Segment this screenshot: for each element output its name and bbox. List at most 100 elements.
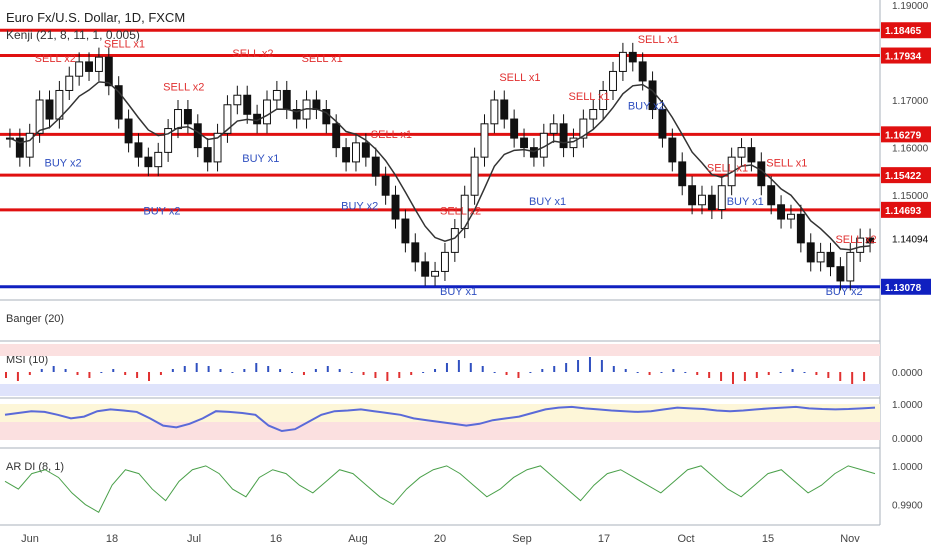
candle-body xyxy=(510,118,519,139)
panel-label: Banger (20) xyxy=(6,313,64,325)
sell-annotation: SELL x1 xyxy=(707,162,748,174)
msi-bar xyxy=(839,372,842,381)
msi-bar xyxy=(255,363,258,372)
kenji-line xyxy=(9,81,871,251)
candle-body xyxy=(332,123,341,149)
buy-annotation: BUY x2 xyxy=(341,201,378,213)
candle-body xyxy=(94,56,103,72)
msi-lower-band xyxy=(0,384,880,396)
ardi-axis-label-top: 1.0000 xyxy=(892,462,923,473)
candle-body xyxy=(272,89,281,101)
candle-body xyxy=(342,147,351,163)
msi-bar xyxy=(624,369,627,372)
candle-body xyxy=(638,61,647,82)
candle-body xyxy=(767,185,776,206)
msi-bar xyxy=(410,372,413,375)
tdi-axis-label-bottom: 0.0000 xyxy=(892,434,923,445)
msi-bar xyxy=(553,366,556,372)
candle-body xyxy=(25,132,34,158)
candle-body xyxy=(164,128,173,153)
sell-annotation: SELL x2 xyxy=(835,234,876,246)
x-tick-label: Nov xyxy=(840,533,860,545)
candle-body xyxy=(579,118,588,139)
msi-bar xyxy=(755,372,758,378)
candle-body xyxy=(658,109,667,139)
msi-bar xyxy=(851,372,854,384)
msi-bar xyxy=(219,369,222,372)
msi-bar xyxy=(863,372,866,381)
sell-annotation: SELL x1 xyxy=(302,53,343,65)
msi-bar xyxy=(28,372,31,375)
sell-annotation: SELL x1 xyxy=(104,39,145,51)
msi-bar xyxy=(40,369,43,372)
buy-annotation: BUY x2 xyxy=(143,205,180,217)
candle-body xyxy=(352,142,360,163)
candle-body xyxy=(213,132,222,163)
tdi-axis-label-top: 1.0000 xyxy=(892,400,923,411)
x-tick-label: 20 xyxy=(434,533,446,545)
x-tick-label: 15 xyxy=(762,533,774,545)
x-tick-label: Oct xyxy=(677,533,694,545)
sell-annotation: SELL x1 xyxy=(569,91,610,103)
price-level-label: 1.15422 xyxy=(885,171,922,182)
indicator-label: Kenji (21, 8, 11, 1, 0.005) xyxy=(6,28,140,42)
candle-body xyxy=(263,99,271,125)
candle-body xyxy=(569,137,578,149)
candle-body xyxy=(460,194,469,230)
msi-bar xyxy=(600,360,603,372)
sell-annotation: SELL x2 xyxy=(35,53,76,65)
candle-body xyxy=(144,156,153,168)
y-tick-label: 1.17000 xyxy=(892,96,929,107)
buy-annotation: BUY x2 xyxy=(628,101,665,113)
msi-bar xyxy=(565,363,568,372)
msi-bar xyxy=(588,357,591,372)
msi-bar xyxy=(648,372,651,375)
candle-body xyxy=(65,75,74,91)
candle-body xyxy=(154,151,163,168)
msi-bar xyxy=(148,372,151,381)
candle-body xyxy=(599,89,608,111)
msi-bar xyxy=(457,360,460,372)
candle-body xyxy=(787,213,795,220)
price-level-badge xyxy=(881,126,931,143)
msi-bar xyxy=(731,372,734,384)
candle-body xyxy=(124,118,133,144)
y-tick-label: 1.19000 xyxy=(892,1,929,12)
candle-body xyxy=(371,156,380,177)
candle-body xyxy=(292,109,301,120)
candle-body xyxy=(796,213,805,244)
candle-body xyxy=(866,237,875,244)
msi-bar xyxy=(529,372,532,373)
sell-annotation: SELL x1 xyxy=(638,34,679,46)
candle-body xyxy=(114,85,123,120)
msi-bar xyxy=(386,372,389,381)
candle-body xyxy=(421,261,430,277)
candle-body xyxy=(707,194,716,211)
msi-bar xyxy=(231,372,234,373)
candle-body xyxy=(243,94,252,115)
sell-annotation: SELL x2 xyxy=(232,48,273,60)
candle-body xyxy=(628,51,637,63)
tdi-line xyxy=(4,405,876,433)
msi-upper-band xyxy=(0,344,880,356)
ardi-line xyxy=(4,465,876,513)
msi-bar xyxy=(803,372,806,373)
x-tick-label: Jun xyxy=(21,533,39,545)
msi-bar xyxy=(291,372,294,373)
candle-body xyxy=(401,218,410,244)
candle-body xyxy=(698,194,706,206)
msi-bar xyxy=(445,363,448,372)
msi-bar xyxy=(779,372,782,373)
buy-annotation: BUY x2 xyxy=(45,158,82,170)
x-tick-label: Aug xyxy=(348,533,368,545)
tdi-band xyxy=(0,404,880,422)
buy-annotation: BUY x1 xyxy=(727,196,764,208)
candle-body xyxy=(203,147,212,163)
msi-bar xyxy=(350,372,353,373)
msi-bar xyxy=(195,363,198,372)
ardi-axis-label-bottom: 0.9900 xyxy=(892,501,923,512)
msi-bar xyxy=(5,372,7,378)
price-level-badge xyxy=(881,167,931,184)
msi-bar xyxy=(362,372,365,375)
msi-bar xyxy=(815,372,818,375)
